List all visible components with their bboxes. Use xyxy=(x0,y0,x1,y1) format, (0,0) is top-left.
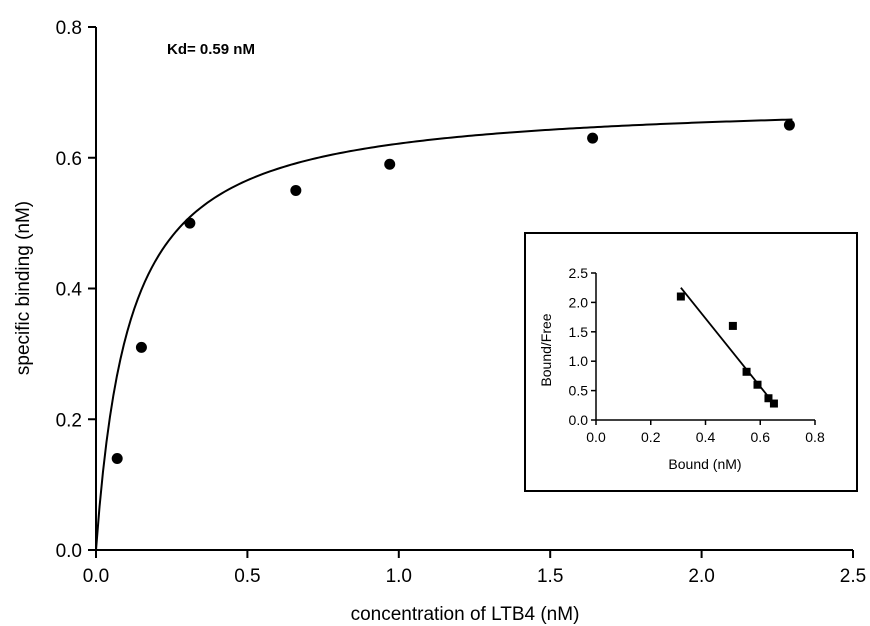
main-x-ticks: 0.0 0.5 1.0 1.5 2.0 2.5 xyxy=(83,550,866,587)
main-fit-curve xyxy=(95,118,793,551)
inset-data-point xyxy=(753,380,762,389)
main-data-point xyxy=(111,452,123,464)
main-data-point xyxy=(783,119,795,131)
main-x-tick-label: 0.0 xyxy=(83,566,109,587)
main-data-point xyxy=(384,158,396,170)
kd-annotation: Kd= 0.59 nM xyxy=(167,41,255,58)
main-fit-curve-group xyxy=(95,118,793,551)
scatchard-inset: 0.0 0.2 0.4 0.6 0.8 0.0 0.5 1.0 1.5 2.0 2.5 Bound… xyxy=(524,232,858,492)
main-x-tick-label: 0.5 xyxy=(234,566,260,587)
main-x-tick-label: 1.5 xyxy=(537,566,563,587)
inset-x-axis-title: Bound (nM) xyxy=(668,456,741,472)
inset-data-points xyxy=(676,292,778,408)
inset-x-tick-label: 0.4 xyxy=(696,429,716,445)
main-y-tick-label: 0.4 xyxy=(56,280,83,301)
inset-y-tick-label: 1.0 xyxy=(569,353,589,369)
main-y-tick-label: 0.0 xyxy=(56,541,82,562)
inset-x-ticks: 0.0 0.2 0.4 0.6 0.8 xyxy=(586,420,825,445)
inset-y-tick-label: 1.5 xyxy=(569,324,589,340)
main-x-tick-label: 2.5 xyxy=(840,566,866,587)
inset-y-axis-title: Bound/Free xyxy=(538,313,554,386)
main-x-tick-label: 1.0 xyxy=(386,566,412,587)
main-data-point xyxy=(587,132,599,144)
inset-data-point xyxy=(676,292,685,301)
inset-frame xyxy=(524,232,858,492)
main-x-axis-title: concentration of LTB4 (nM) xyxy=(351,604,580,625)
inset-y-tick-label: 0.0 xyxy=(569,412,589,428)
inset-x-tick-label: 0.2 xyxy=(641,429,661,445)
main-y-ticks: 0.0 0.2 0.4 0.6 0.8 xyxy=(56,18,96,562)
inset-data-point xyxy=(764,394,773,403)
main-y-tick-label: 0.6 xyxy=(56,149,82,170)
main-data-point xyxy=(184,217,196,229)
inset-y-ticks: 0.0 0.5 1.0 1.5 2.0 2.5 xyxy=(569,265,596,428)
inset-y-tick-label: 0.5 xyxy=(569,383,589,399)
inset-x-tick-label: 0.0 xyxy=(586,429,606,445)
main-y-axis-title: specific binding (nM) xyxy=(13,201,34,375)
main-data-point xyxy=(290,184,302,196)
main-data-point xyxy=(135,341,147,353)
inset-y-tick-label: 2.0 xyxy=(569,294,589,310)
main-data-points xyxy=(111,119,795,464)
inset-y-tick-label: 2.5 xyxy=(569,265,589,281)
inset-x-tick-label: 0.8 xyxy=(805,429,825,445)
main-x-tick-label: 2.0 xyxy=(688,566,714,587)
main-y-tick-label: 0.2 xyxy=(56,410,82,431)
main-y-tick-label: 0.8 xyxy=(56,18,82,39)
inset-x-tick-label: 0.6 xyxy=(751,429,771,445)
inset-data-point xyxy=(769,399,778,408)
inset-data-point xyxy=(742,367,751,376)
inset-data-point xyxy=(728,321,737,330)
